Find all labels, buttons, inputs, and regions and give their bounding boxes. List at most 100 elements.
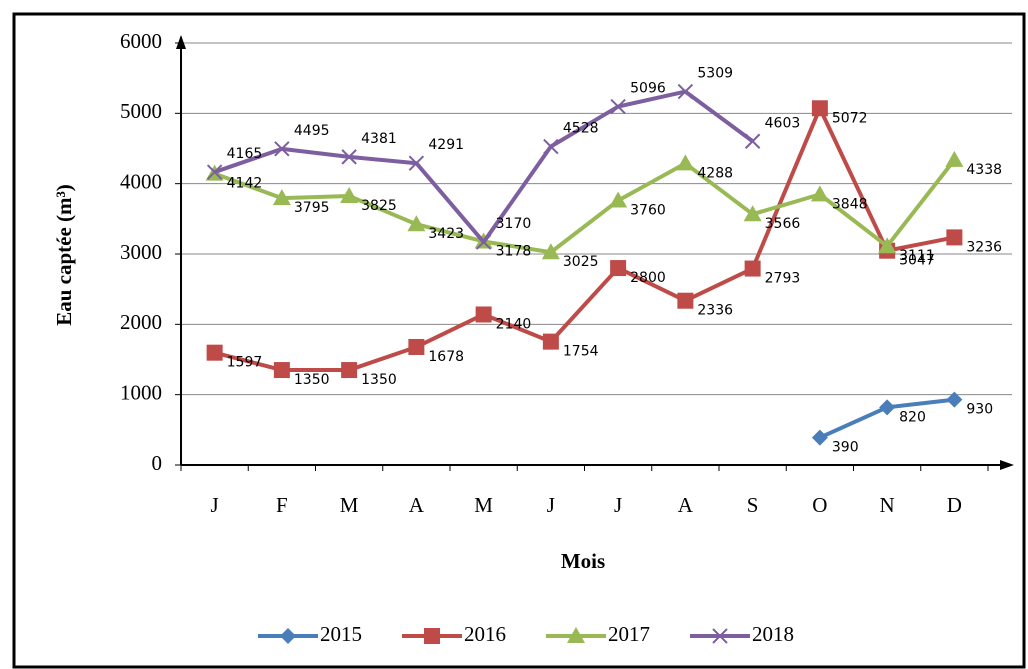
data-label: 3566 (765, 216, 801, 232)
y-tick-label: 5000 (120, 99, 162, 123)
x-tick-label: N (880, 493, 895, 517)
data-point (610, 98, 626, 115)
data-point (274, 141, 290, 157)
x-tick-label: O (812, 493, 827, 517)
legend-label: 2018 (752, 622, 794, 646)
data-label: 3825 (361, 198, 397, 214)
data-label: 3170 (496, 216, 532, 232)
data-label: 390 (832, 440, 859, 456)
data-point (946, 391, 963, 408)
data-point (407, 215, 426, 232)
data-point (542, 333, 559, 350)
y-tick-label: 4000 (120, 169, 162, 193)
x-tick-label: J (614, 493, 622, 517)
data-label: 2336 (697, 303, 733, 319)
data-point (408, 338, 425, 355)
data-label: 1678 (428, 349, 464, 365)
data-label: 2140 (496, 316, 532, 332)
frame (12, 12, 1026, 669)
data-point (811, 429, 828, 446)
data-label: 3795 (294, 200, 330, 216)
data-label: 3848 (832, 196, 868, 212)
data-point (676, 154, 695, 171)
data-point (272, 189, 291, 206)
data-label: 4291 (428, 137, 464, 153)
data-label: 3047 (899, 253, 935, 269)
data-label: 930 (966, 402, 993, 418)
y-axis-title: Eau captée (m³) (52, 184, 76, 326)
y-tick-label: 0 (152, 451, 163, 475)
data-point (206, 344, 223, 361)
data-point (677, 292, 694, 309)
data-label: 3236 (966, 239, 1002, 255)
data-point (810, 185, 829, 202)
x-tick-label: S (747, 493, 759, 517)
x-tick-label: A (678, 493, 694, 517)
data-label: 2800 (630, 270, 666, 286)
data-point (408, 155, 425, 171)
data-label: 820 (899, 409, 926, 425)
data-label: 4338 (966, 162, 1002, 178)
data-label: 1350 (294, 372, 330, 388)
data-point (744, 133, 761, 149)
data-point (206, 164, 223, 180)
data-point (946, 229, 963, 246)
y-axis-arrow (176, 35, 186, 49)
y-tick-label: 6000 (120, 29, 162, 53)
x-tick-label: D (947, 493, 962, 517)
legend-marker (712, 628, 728, 644)
data-point (340, 186, 359, 203)
data-point (677, 83, 694, 100)
legend-marker (280, 628, 296, 644)
data-label: 4495 (294, 123, 330, 139)
x-tick-label: M (474, 493, 493, 517)
x-tick-label: J (547, 493, 555, 517)
data-point (475, 306, 492, 323)
legend-label: 2016 (464, 622, 506, 646)
data-label: 3178 (496, 243, 532, 259)
data-point (879, 399, 896, 416)
data-label: 3423 (428, 226, 464, 242)
legend-marker (424, 628, 440, 644)
data-point (610, 260, 627, 277)
data-label: 1754 (563, 344, 599, 360)
legend-label: 2015 (320, 622, 362, 646)
x-tick-label: J (211, 493, 219, 517)
data-point (609, 191, 628, 208)
data-label: 5072 (832, 110, 868, 126)
data-label: 4165 (227, 146, 263, 162)
data-point (811, 100, 828, 117)
data-point (743, 205, 762, 222)
data-label: 3025 (563, 254, 599, 270)
data-point (878, 237, 897, 254)
data-label: 5096 (630, 81, 666, 97)
x-tick-label: M (340, 493, 359, 517)
data-label: 4528 (563, 121, 599, 137)
x-axis-title: Mois (561, 549, 605, 573)
data-label: 2793 (765, 271, 801, 287)
y-tick-label: 2000 (120, 310, 162, 334)
data-label: 4381 (361, 131, 397, 147)
series-line (214, 106, 955, 373)
data-point (945, 150, 964, 167)
x-axis-arrow (1000, 460, 1014, 470)
data-point (744, 260, 761, 277)
data-point (341, 149, 357, 165)
data-point (543, 138, 559, 155)
data-label: 1597 (227, 355, 263, 371)
data-label: 1350 (361, 372, 397, 388)
series-line (213, 158, 956, 255)
x-tick-label: F (276, 493, 288, 517)
data-point (341, 362, 358, 379)
data-label: 4142 (227, 176, 263, 192)
x-tick-label: A (409, 493, 425, 517)
data-label: 4603 (765, 115, 801, 131)
data-label: 3760 (630, 203, 666, 219)
legend-marker (567, 627, 585, 643)
data-label: 4288 (697, 165, 733, 181)
data-label: 3111 (899, 248, 935, 264)
data-point (475, 234, 492, 250)
series-line (213, 89, 754, 245)
data-point (541, 243, 560, 260)
